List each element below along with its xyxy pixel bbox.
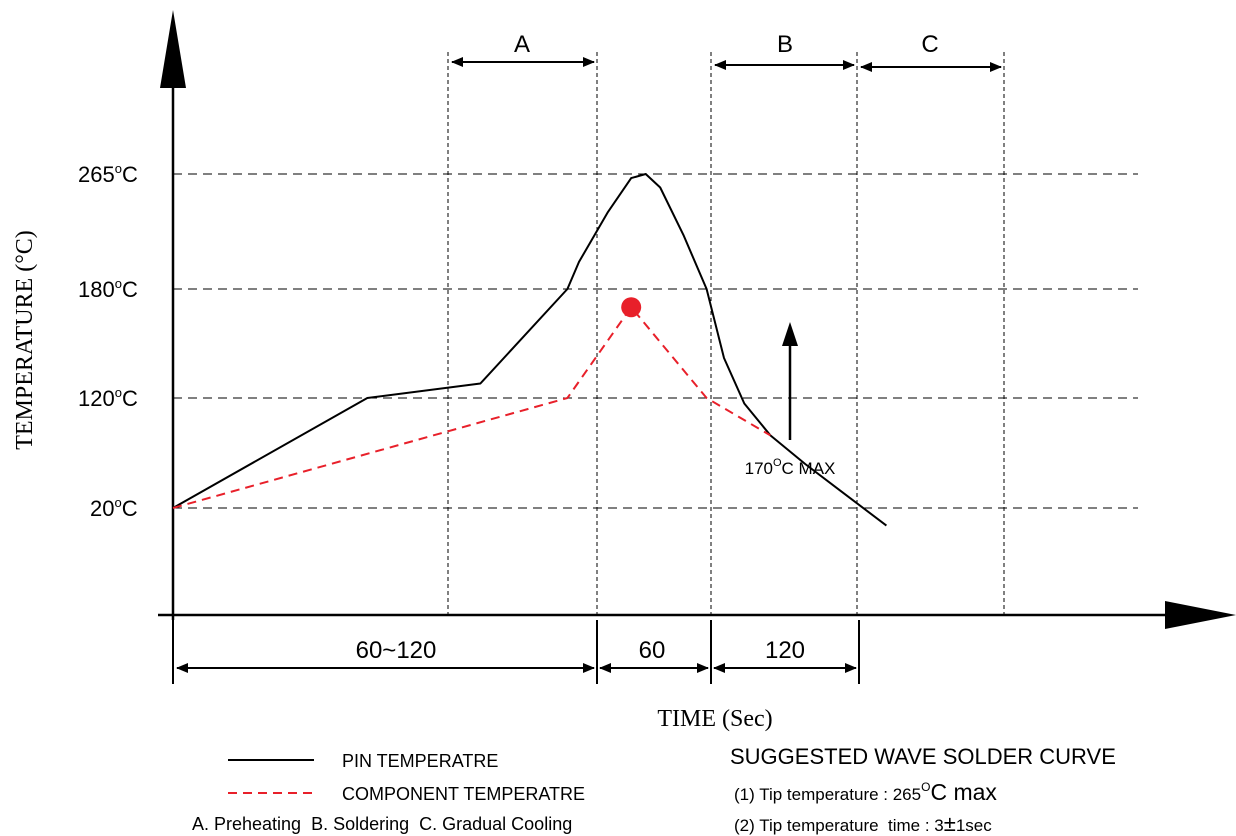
peak-annotation-arrowhead-icon: [782, 322, 798, 346]
note-line-2: (2) Tip temperature time : 3±1sec: [734, 811, 992, 836]
series-layer: [172, 173, 888, 527]
y-tick-265: 265oC: [78, 161, 138, 187]
pin-temperature-line: [172, 173, 888, 527]
y-axis-arrow-icon: [160, 10, 186, 88]
legend-phase-caption: A. Preheating B. Soldering C. Gradual Co…: [192, 814, 572, 834]
phase-label-c: C: [921, 31, 938, 58]
phase-label-a: A: [514, 31, 530, 58]
y-axis-title: TEMPERATURE (°C): [12, 230, 38, 450]
peak-annotation-label: 170OC MAX: [745, 457, 836, 478]
notes-title: SUGGESTED WAVE SOLDER CURVE: [730, 744, 1116, 769]
note-line-1: (1) Tip temperature : 265OC max: [734, 779, 997, 805]
legend-component-label: COMPONENT TEMPERATRE: [342, 784, 585, 804]
phase-label-b: B: [777, 31, 793, 58]
y-tick-20: 20oC: [90, 495, 138, 521]
time-segment-1-label: 60~120: [356, 637, 437, 664]
y-tick-180: 180oC: [78, 276, 138, 302]
time-segment-2-label: 60: [639, 637, 666, 664]
time-segment-3-label: 120: [765, 637, 805, 664]
component-peak-marker: [621, 297, 642, 318]
y-tick-120: 120oC: [78, 385, 138, 411]
x-axis-arrow-icon: [1165, 601, 1236, 629]
x-axis-title: TIME (Sec): [657, 706, 772, 732]
component-temperature-line: [172, 306, 771, 509]
legend-pin-label: PIN TEMPERATRE: [342, 751, 498, 771]
